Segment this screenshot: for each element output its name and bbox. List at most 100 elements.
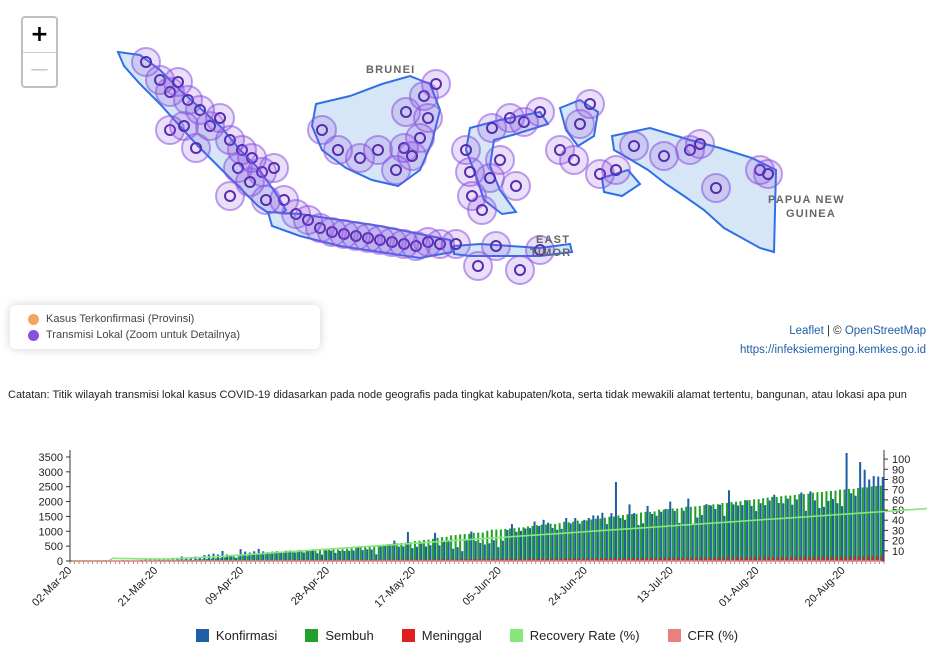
transmission-point-marker[interactable] xyxy=(574,118,586,130)
transmission-point-marker[interactable] xyxy=(490,240,502,252)
transmission-point-marker[interactable] xyxy=(584,98,596,110)
transmission-point-marker[interactable] xyxy=(140,56,152,68)
zoom-in-button[interactable]: + xyxy=(23,18,56,53)
transmission-point-marker[interactable] xyxy=(190,142,202,154)
transmission-area-circle[interactable] xyxy=(307,115,337,145)
transmission-area-circle[interactable] xyxy=(505,255,535,285)
transmission-area-circle[interactable] xyxy=(163,67,193,97)
transmission-area-circle[interactable] xyxy=(259,153,289,183)
transmission-area-circle[interactable] xyxy=(205,103,235,133)
transmission-point-marker[interactable] xyxy=(260,194,272,206)
transmission-point-marker[interactable] xyxy=(628,140,640,152)
transmission-point-marker[interactable] xyxy=(204,120,216,132)
transmission-area-circle[interactable] xyxy=(323,135,353,165)
legend-meninggal[interactable]: Meninggal xyxy=(401,628,482,643)
transmission-area-circle[interactable] xyxy=(181,133,211,163)
transmission-point-marker[interactable] xyxy=(182,94,194,106)
leaflet-link[interactable]: Leaflet xyxy=(789,325,824,337)
transmission-point-marker[interactable] xyxy=(354,152,366,164)
transmission-area-circle[interactable] xyxy=(363,135,393,165)
osm-link[interactable]: OpenStreetMap xyxy=(844,325,926,337)
source-url-link[interactable]: https://infeksiemerging.kemkes.go.id xyxy=(739,344,926,356)
transmission-point-marker[interactable] xyxy=(534,244,546,256)
transmission-point-marker[interactable] xyxy=(268,162,280,174)
transmission-area-circle[interactable] xyxy=(559,145,589,175)
transmission-area-circle[interactable] xyxy=(451,135,481,165)
transmission-area-circle[interactable] xyxy=(345,143,375,173)
transmission-area-circle[interactable] xyxy=(685,129,715,159)
transmission-point-marker[interactable] xyxy=(224,190,236,202)
transmission-point-marker[interactable] xyxy=(434,238,446,250)
transmission-point-marker[interactable] xyxy=(658,150,670,162)
transmission-area-circle[interactable] xyxy=(601,155,631,185)
transmission-area-circle[interactable] xyxy=(155,77,185,107)
transmission-area-circle[interactable] xyxy=(745,155,775,185)
transmission-area-circle[interactable] xyxy=(467,195,497,225)
transmission-area-circle[interactable] xyxy=(389,133,419,163)
zoom-out-button[interactable]: — xyxy=(30,59,49,80)
transmission-area-circle[interactable] xyxy=(501,171,531,201)
transmission-point-marker[interactable] xyxy=(316,124,328,136)
transmission-area-circle[interactable] xyxy=(215,181,245,211)
transmission-area-circle[interactable] xyxy=(353,223,383,253)
indonesia-map[interactable]: BRUNEI EAST TIMOR PAPUA NEW GUINEA + — K… xyxy=(0,0,934,365)
transmission-area-circle[interactable] xyxy=(413,103,443,133)
transmission-area-circle[interactable] xyxy=(575,89,605,119)
transmission-area-circle[interactable] xyxy=(377,227,407,257)
transmission-point-marker[interactable] xyxy=(244,176,256,188)
transmission-area-circle[interactable] xyxy=(485,145,515,175)
transmission-point-marker[interactable] xyxy=(514,264,526,276)
transmission-point-marker[interactable] xyxy=(464,166,476,178)
transmission-point-marker[interactable] xyxy=(290,208,302,220)
transmission-point-marker[interactable] xyxy=(214,112,226,124)
map-canvas[interactable]: BRUNEI EAST TIMOR PAPUA NEW GUINEA xyxy=(0,0,934,365)
transmission-area-circle[interactable] xyxy=(389,229,419,259)
transmission-point-marker[interactable] xyxy=(302,214,314,226)
transmission-point-marker[interactable] xyxy=(164,86,176,98)
transmission-point-marker[interactable] xyxy=(406,150,418,162)
transmission-area-circle[interactable] xyxy=(477,113,507,143)
transmission-area-circle[interactable] xyxy=(701,173,731,203)
transmission-point-marker[interactable] xyxy=(422,112,434,124)
transmission-area-circle[interactable] xyxy=(441,229,471,259)
transmission-point-marker[interactable] xyxy=(534,106,546,118)
transmission-area-circle[interactable] xyxy=(397,141,427,171)
transmission-point-marker[interactable] xyxy=(172,76,184,88)
transmission-area-circle[interactable] xyxy=(425,229,455,259)
transmission-area-circle[interactable] xyxy=(525,97,555,127)
transmission-point-marker[interactable] xyxy=(332,144,344,156)
transmission-area-circle[interactable] xyxy=(251,185,281,215)
transmission-area-circle[interactable] xyxy=(619,131,649,161)
transmission-point-marker[interactable] xyxy=(484,172,496,184)
transmission-area-circle[interactable] xyxy=(525,235,555,265)
transmission-area-circle[interactable] xyxy=(421,69,451,99)
transmission-point-marker[interactable] xyxy=(694,138,706,150)
transmission-point-marker[interactable] xyxy=(486,122,498,134)
transmission-point-marker[interactable] xyxy=(390,164,402,176)
transmission-point-marker[interactable] xyxy=(568,154,580,166)
transmission-area-circle[interactable] xyxy=(317,217,347,247)
transmission-area-circle[interactable] xyxy=(329,219,359,249)
transmission-point-marker[interactable] xyxy=(372,144,384,156)
transmission-point-marker[interactable] xyxy=(510,180,522,192)
transmission-point-marker[interactable] xyxy=(472,260,484,272)
transmission-point-marker[interactable] xyxy=(430,78,442,90)
transmission-area-circle[interactable] xyxy=(649,141,679,171)
transmission-point-marker[interactable] xyxy=(224,134,236,146)
transmission-area-circle[interactable] xyxy=(509,107,539,137)
transmission-area-circle[interactable] xyxy=(463,251,493,281)
legend-konfirmasi[interactable]: Konfirmasi xyxy=(195,628,277,643)
transmission-point-marker[interactable] xyxy=(710,182,722,194)
legend-cfr[interactable]: CFR (%) xyxy=(667,628,738,643)
transmission-point-marker[interactable] xyxy=(400,106,412,118)
transmission-point-marker[interactable] xyxy=(460,144,472,156)
transmission-point-marker[interactable] xyxy=(494,154,506,166)
transmission-point-marker[interactable] xyxy=(450,238,462,250)
transmission-point-marker[interactable] xyxy=(762,168,774,180)
legend-recovery-rate[interactable]: Recovery Rate (%) xyxy=(509,628,640,643)
transmission-area-circle[interactable] xyxy=(365,225,395,255)
legend-sembuh[interactable]: Sembuh xyxy=(305,628,374,643)
transmission-circles[interactable] xyxy=(131,47,783,285)
transmission-area-circle[interactable] xyxy=(341,221,371,251)
transmission-area-circle[interactable] xyxy=(409,81,439,111)
